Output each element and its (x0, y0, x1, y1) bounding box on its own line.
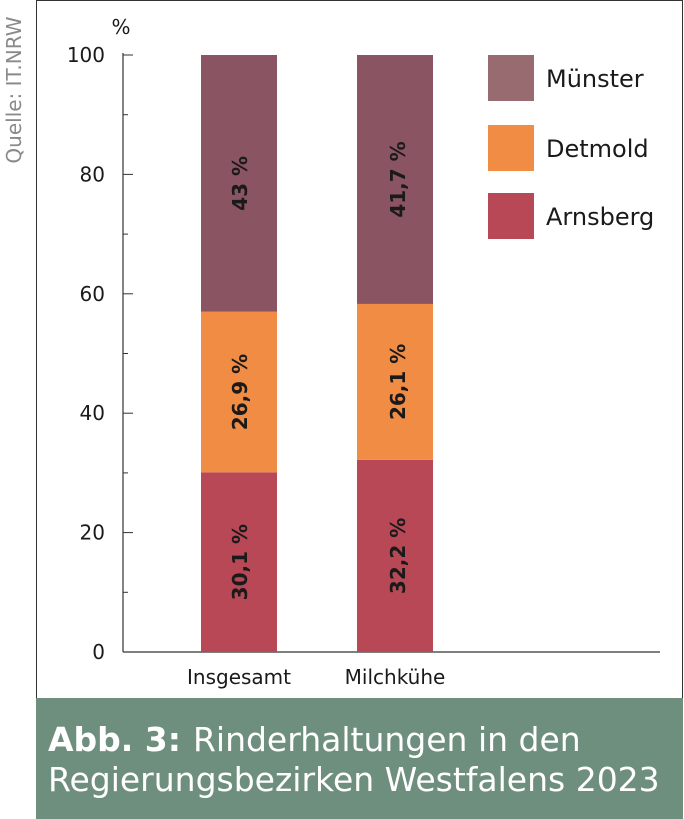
bar-data-label: 43 % (228, 156, 252, 211)
legend-label: Münster (546, 65, 644, 93)
x-category-label: Milchkühe (345, 665, 446, 689)
legend-swatch (488, 193, 534, 239)
y-tick-label: 20 (80, 521, 105, 545)
y-tick-label: 0 (92, 640, 105, 664)
caption-title-line1: Rinderhaltungen in den (192, 720, 581, 759)
bar-segment-muenster (357, 55, 433, 304)
bar-segment-detmold (201, 311, 277, 473)
bar-data-label: 26,9 % (228, 354, 252, 430)
y-tick-label: 80 (80, 162, 105, 186)
caption-title-line2: Regierungsbezirken Westfalens 2023 (48, 760, 660, 799)
stacked-bar-chart: 0 20 40 60 80 100% 30,1 % 26,9 % 43 % Insgesamt 32… (67, 15, 660, 689)
figure-caption: Abb. 3: Rinderhaltungen in den Regierungs… (36, 698, 683, 819)
bar-segment-muenster (201, 55, 277, 312)
bar-segment-arnsberg (357, 459, 433, 652)
legend-swatch (488, 125, 534, 171)
caption-label: Abb. 3: (48, 720, 181, 759)
legend-label: Detmold (546, 135, 649, 163)
y-axis-unit-label: % (111, 15, 130, 39)
bar-data-label: 30,1 % (228, 524, 252, 600)
y-tick-label: 100 (67, 43, 105, 67)
y-tick-label: 60 (80, 282, 105, 306)
bar-segment-detmold (357, 303, 433, 460)
y-tick-label: 40 (80, 401, 105, 425)
bar-data-label: 41,7 % (386, 141, 410, 217)
bar-data-label: 26,1 % (386, 344, 410, 420)
legend-swatch (488, 55, 534, 101)
bar-segment-arnsberg (201, 472, 277, 652)
legend-label: Arnsberg (546, 203, 654, 231)
bar-data-label: 32,2 % (386, 518, 410, 594)
x-category-label: Insgesamt (187, 665, 291, 689)
